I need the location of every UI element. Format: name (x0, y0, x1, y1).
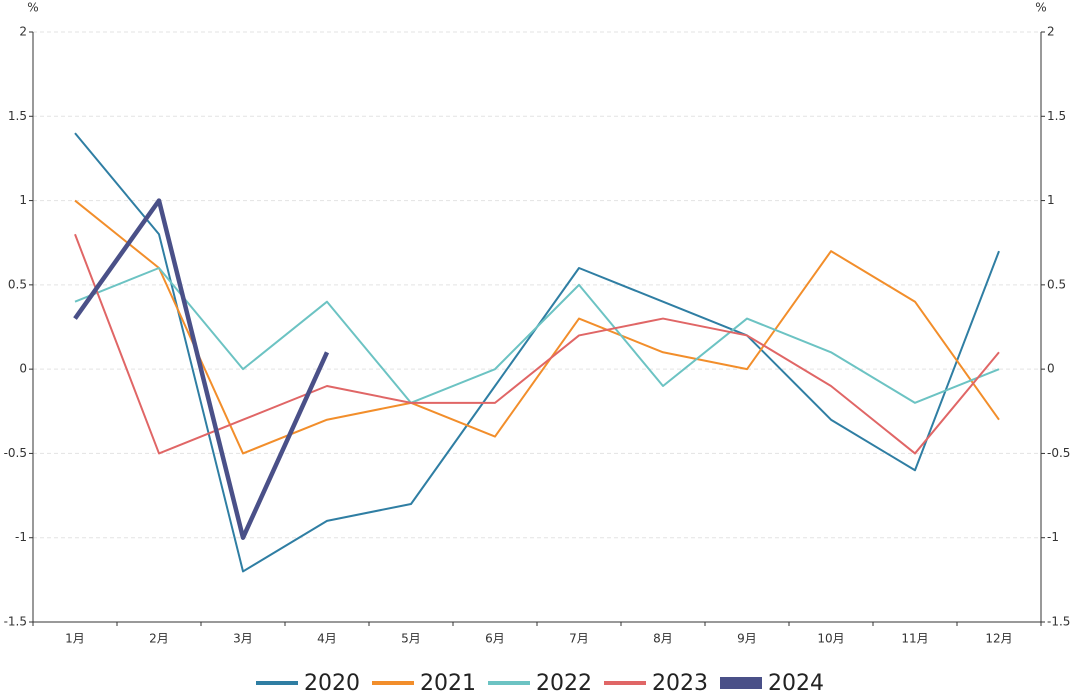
x-tick-label: 4月 (317, 632, 337, 646)
legend-label: 2023 (652, 671, 708, 695)
legend-swatch (256, 681, 298, 685)
series-line (74, 233, 1000, 455)
y2-tick-label: -1.5 (1047, 615, 1070, 629)
y-tick-label: -1.5 (4, 615, 27, 629)
legend-swatch (604, 681, 646, 685)
y-tick-label: 1 (19, 193, 27, 207)
legend-label: 2022 (536, 671, 592, 695)
y-tick-label: 0 (19, 362, 27, 376)
x-tick-label: 8月 (653, 632, 673, 646)
legend-label: 2024 (768, 671, 824, 695)
y-unit: % (27, 1, 38, 15)
y-tick-label: 1.5 (8, 109, 27, 123)
legend-label: 2021 (420, 671, 476, 695)
y2-tick-label: 0 (1047, 362, 1055, 376)
y2-tick-label: -0.5 (1047, 446, 1070, 460)
legend-label: 2020 (304, 671, 360, 695)
x-tick-label: 1月 (65, 632, 85, 646)
x-tick-label: 10月 (817, 632, 844, 646)
x-tick-label: 5月 (401, 632, 421, 646)
y2-tick-label: 1.5 (1047, 109, 1066, 123)
y-tick-label: -1 (15, 530, 27, 544)
series-line (74, 267, 1000, 404)
x-tick-label: 7月 (569, 632, 589, 646)
series-line (74, 199, 1000, 455)
y2-tick-label: -1 (1047, 530, 1059, 544)
y2-tick-label: 2 (1047, 25, 1055, 39)
legend-swatch (488, 681, 530, 685)
y-tick-label: 2 (19, 25, 27, 39)
x-tick-label: 2月 (149, 632, 169, 646)
legend-swatch (720, 677, 762, 689)
x-tick-label: 11月 (901, 632, 928, 646)
x-tick-label: 3月 (233, 632, 253, 646)
y2-tick-label: 0.5 (1047, 277, 1066, 291)
x-tick-label: 6月 (485, 632, 505, 646)
series-line (74, 132, 1000, 573)
y2-unit: % (1035, 1, 1046, 15)
y-tick-label: -0.5 (4, 446, 27, 460)
y-tick-label: 0.5 (8, 277, 27, 291)
y2-tick-label: 1 (1047, 193, 1055, 207)
x-tick-label: 12月 (985, 632, 1012, 646)
legend-swatch (372, 681, 414, 685)
x-tick-label: 9月 (737, 632, 757, 646)
series-line (73, 198, 330, 540)
